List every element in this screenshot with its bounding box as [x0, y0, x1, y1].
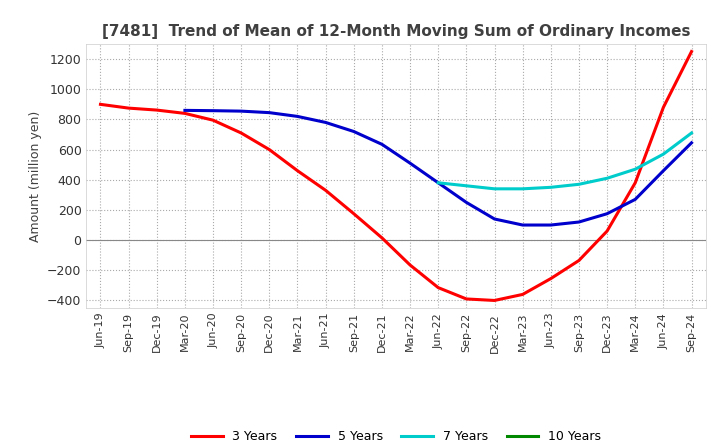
3 Years	[631, 180, 639, 185]
7 Years	[659, 151, 667, 157]
Title: [7481]  Trend of Mean of 12-Month Moving Sum of Ordinary Incomes: [7481] Trend of Mean of 12-Month Moving …	[102, 24, 690, 39]
7 Years	[631, 167, 639, 172]
5 Years	[377, 142, 386, 147]
3 Years	[659, 105, 667, 110]
3 Years	[321, 188, 330, 193]
5 Years	[237, 109, 246, 114]
5 Years	[631, 197, 639, 202]
5 Years	[462, 200, 471, 205]
5 Years	[434, 180, 443, 185]
5 Years	[490, 216, 499, 222]
5 Years	[265, 110, 274, 115]
7 Years	[603, 176, 611, 181]
3 Years	[603, 228, 611, 234]
5 Years	[659, 168, 667, 173]
3 Years	[293, 168, 302, 173]
7 Years	[575, 182, 583, 187]
7 Years	[462, 183, 471, 188]
Line: 7 Years: 7 Years	[438, 133, 691, 189]
5 Years	[293, 114, 302, 119]
5 Years	[603, 211, 611, 216]
7 Years	[546, 185, 555, 190]
3 Years	[434, 285, 443, 290]
Line: 5 Years: 5 Years	[185, 110, 691, 225]
3 Years	[265, 147, 274, 152]
5 Years	[575, 220, 583, 225]
3 Years	[237, 130, 246, 136]
3 Years	[575, 258, 583, 263]
5 Years	[349, 129, 358, 134]
Y-axis label: Amount (million yen): Amount (million yen)	[29, 110, 42, 242]
3 Years	[349, 211, 358, 216]
3 Years	[546, 276, 555, 281]
3 Years	[377, 235, 386, 241]
3 Years	[462, 296, 471, 301]
3 Years	[209, 117, 217, 123]
5 Years	[321, 120, 330, 125]
3 Years	[153, 107, 161, 113]
5 Years	[181, 108, 189, 113]
7 Years	[687, 130, 696, 136]
7 Years	[434, 180, 443, 185]
5 Years	[209, 108, 217, 114]
5 Years	[687, 140, 696, 146]
3 Years	[125, 106, 133, 111]
3 Years	[406, 262, 415, 268]
3 Years	[96, 102, 105, 107]
7 Years	[490, 186, 499, 191]
7 Years	[518, 186, 527, 191]
5 Years	[406, 161, 415, 166]
3 Years	[518, 292, 527, 297]
5 Years	[518, 222, 527, 227]
5 Years	[546, 222, 555, 227]
3 Years	[490, 298, 499, 303]
3 Years	[687, 49, 696, 54]
3 Years	[181, 111, 189, 116]
Line: 3 Years: 3 Years	[101, 51, 691, 301]
Legend: 3 Years, 5 Years, 7 Years, 10 Years: 3 Years, 5 Years, 7 Years, 10 Years	[186, 425, 606, 440]
